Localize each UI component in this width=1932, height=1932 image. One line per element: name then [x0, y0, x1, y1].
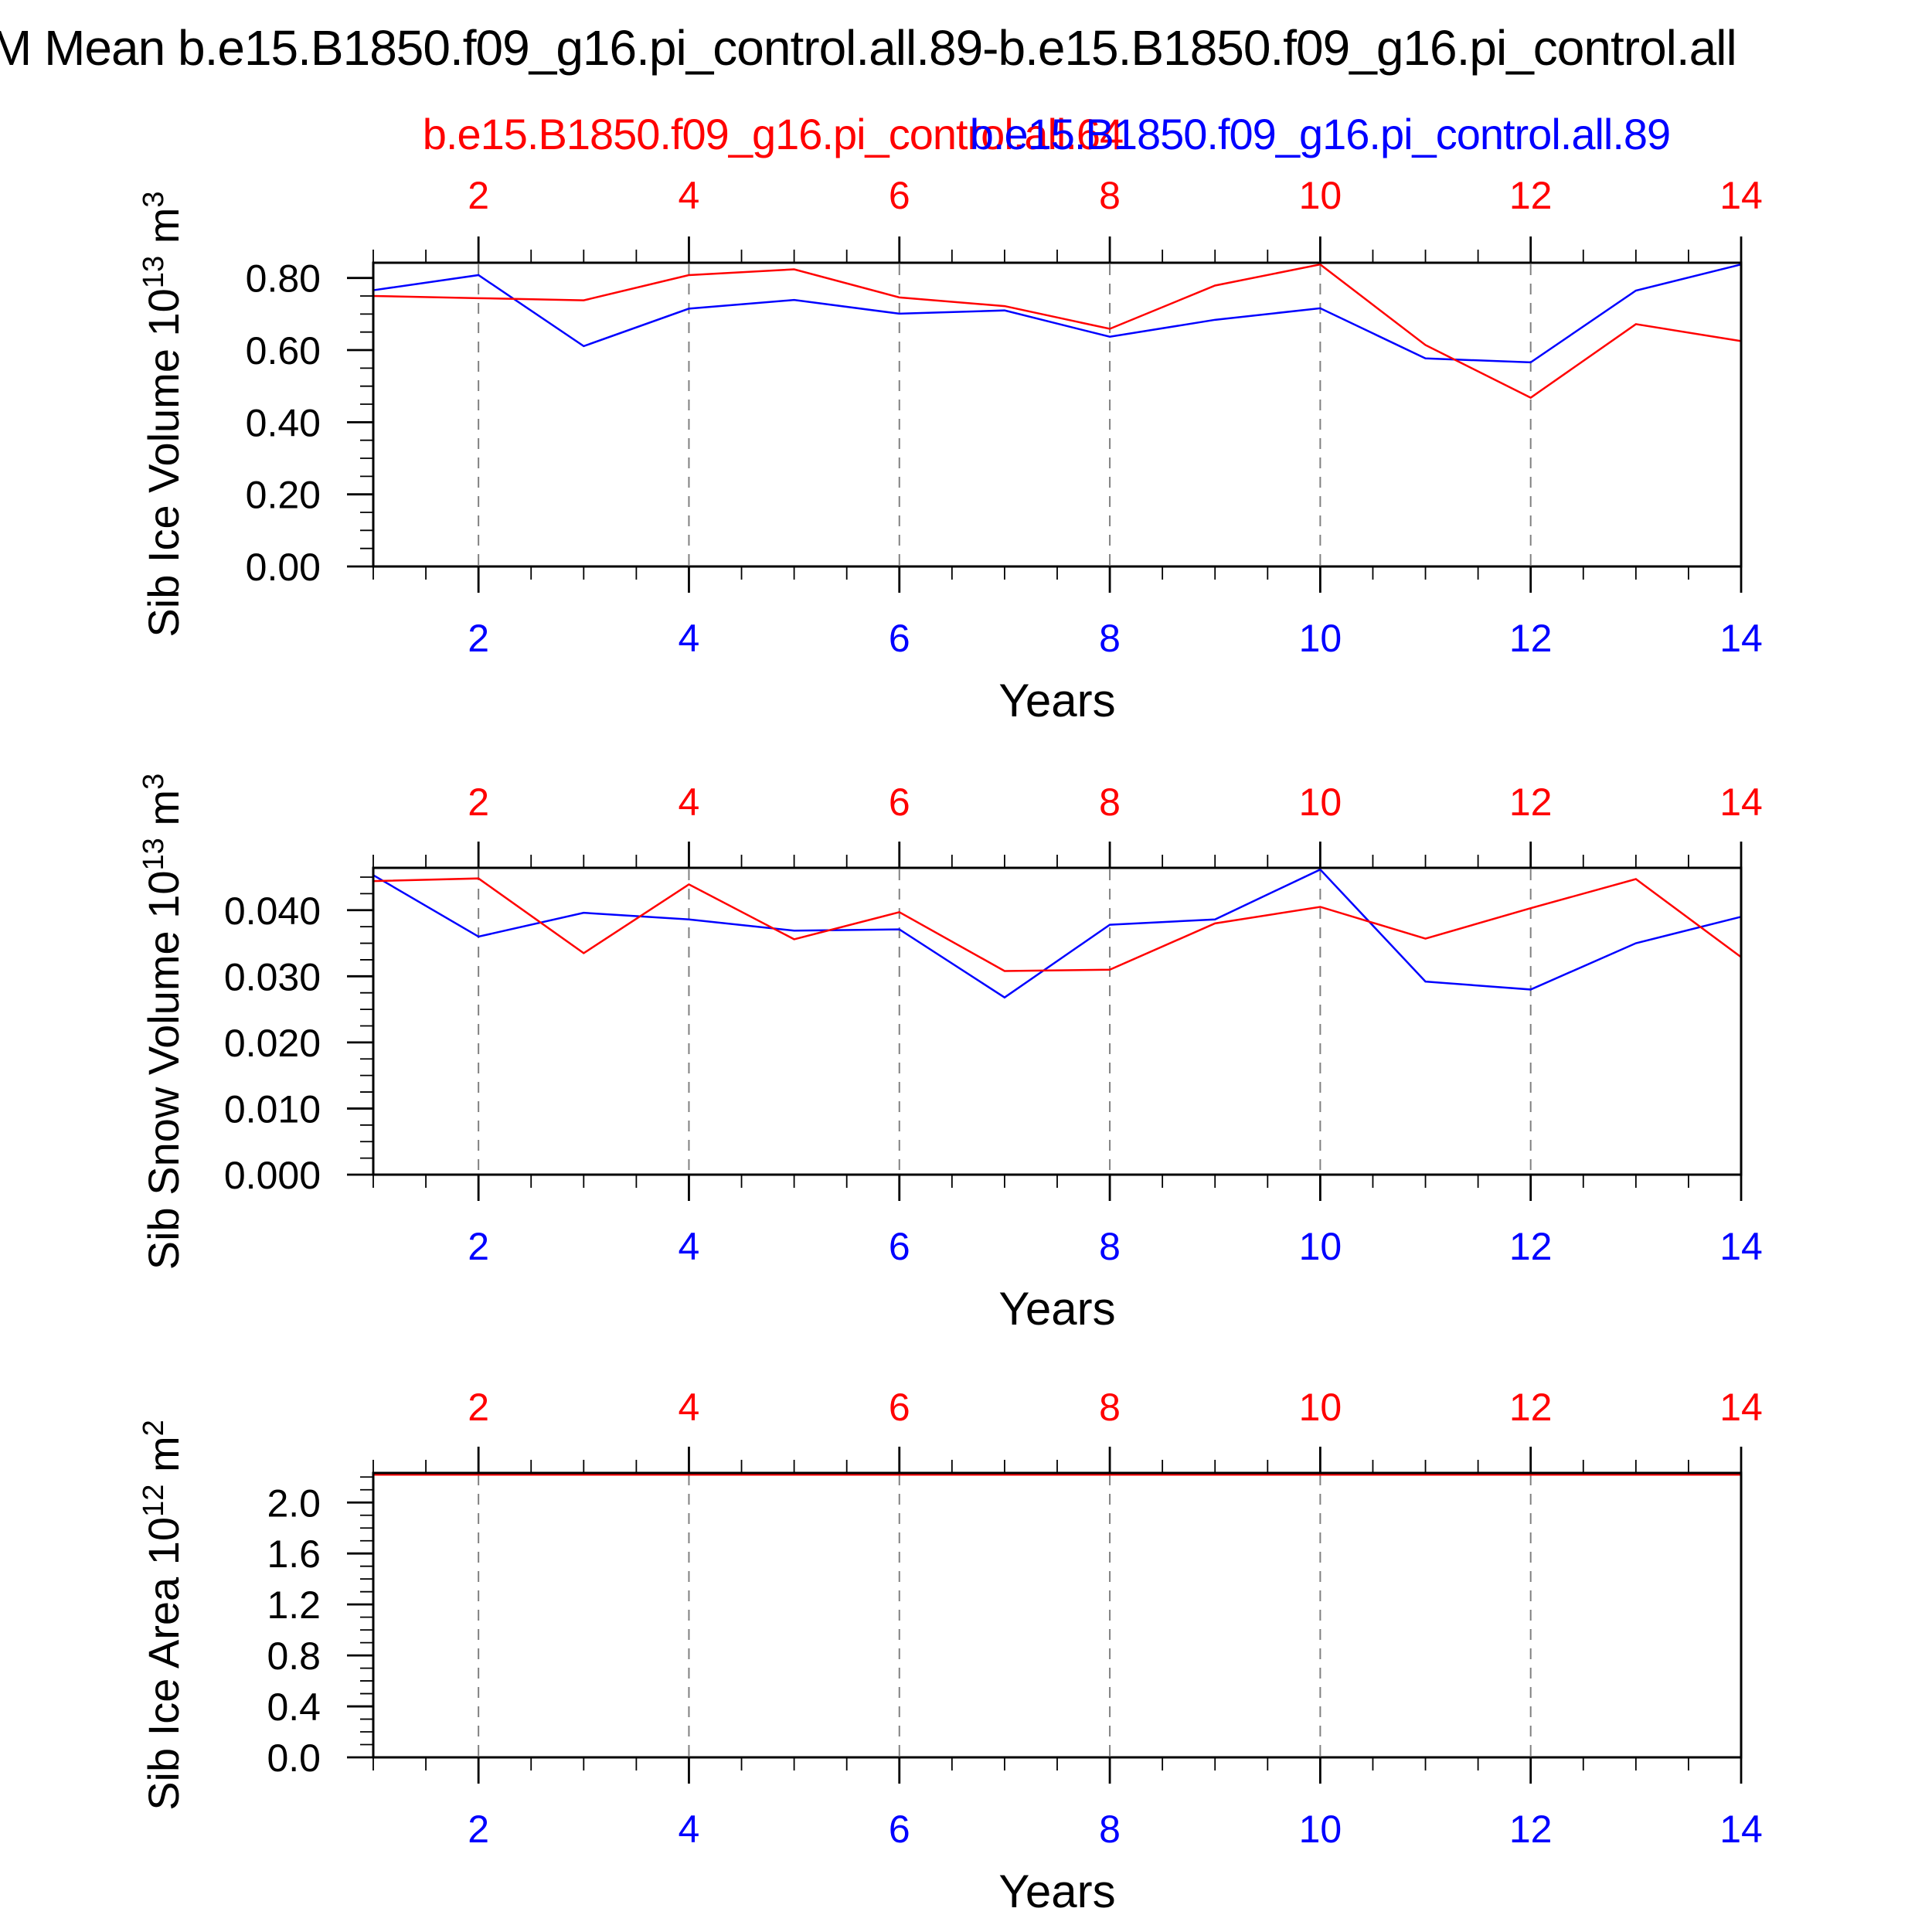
xlabel-years-bottom-panel: Years [998, 1866, 1116, 1917]
x-axis-number-bottom-8: 8 [1099, 1808, 1121, 1851]
x-axis-number-top-2: 2 [468, 781, 489, 824]
x-axis-number-bottom-4: 4 [679, 617, 700, 660]
series-line-blue [372, 263, 1742, 364]
ylabel-text: Sib Ice Volume 10 [138, 288, 188, 638]
x-axis-number-top-10: 10 [1299, 1386, 1342, 1429]
ylabel-text: m [138, 789, 188, 838]
ylabel-exponent: 13 [138, 255, 171, 289]
series-line-red [372, 263, 1742, 400]
x-axis-number-bottom-14: 14 [1719, 617, 1763, 660]
x-axis-number-bottom-10: 10 [1299, 617, 1342, 660]
x-axis-number-top-8: 8 [1099, 174, 1121, 217]
x-axis-number-top-2: 2 [468, 174, 489, 217]
x-axis-number-top-14: 14 [1719, 781, 1763, 824]
figure-title: M Mean b.e15.B1850.f09_g16.pi_control.al… [0, 20, 1737, 76]
x-axis-number-bottom-6: 6 [889, 1808, 910, 1851]
y-tick-label-0.8: 0.8 [267, 1634, 321, 1678]
x-axis-number-bottom-14: 14 [1719, 1808, 1763, 1851]
x-axis-number-top-12: 12 [1509, 1386, 1553, 1429]
ylabel-text: Sib Snow Volume 10 [138, 870, 188, 1270]
x-axis-number-top-6: 6 [889, 174, 910, 217]
ylabel-text: Sib Ice Area 10 [138, 1516, 188, 1811]
y-tick-label-0.00: 0.00 [246, 546, 321, 589]
x-axis-number-bottom-12: 12 [1509, 617, 1553, 660]
x-axis-number-bottom-2: 2 [468, 617, 489, 660]
plot-frame [372, 261, 1743, 568]
ylabel-sib-ice-volume: Sib Ice Volume 1013 m3 [138, 191, 188, 638]
y-tick-label-0.030: 0.030 [224, 955, 321, 998]
x-axis-number-top-10: 10 [1299, 174, 1342, 217]
legend-label-case1: b.e15.B1850.f09_g16.pi_control.all.64 [422, 110, 1124, 158]
ylabel-exponent: 3 [138, 773, 171, 790]
xlabel-years-middle-panel: Years [998, 1283, 1116, 1335]
ylabel-sib-snow-volume: Sib Snow Volume 1013 m3 [138, 773, 188, 1270]
x-axis-number-top-14: 14 [1719, 174, 1763, 217]
series-line-blue [372, 868, 1742, 999]
x-axis-number-bottom-4: 4 [679, 1808, 700, 1851]
x-axis-number-top-8: 8 [1099, 1386, 1121, 1429]
x-axis-number-top-4: 4 [679, 781, 700, 824]
x-axis-number-top-8: 8 [1099, 781, 1121, 824]
y-tick-label-1.6: 1.6 [267, 1532, 321, 1576]
ylabel-text: m [138, 1436, 188, 1485]
y-tick-label-0.010: 0.010 [224, 1087, 321, 1131]
x-axis-number-bottom-8: 8 [1099, 617, 1121, 660]
x-axis-number-top-6: 6 [889, 1386, 910, 1429]
x-axis-number-top-2: 2 [468, 1386, 489, 1429]
x-axis-number-bottom-2: 2 [468, 1225, 489, 1268]
x-axis-number-top-4: 4 [679, 174, 700, 217]
x-axis-number-bottom-6: 6 [889, 1225, 910, 1268]
x-axis-number-bottom-12: 12 [1509, 1225, 1553, 1268]
ylabel-sib-ice-area: Sib Ice Area 1012 m2 [138, 1420, 188, 1811]
y-tick-label-0.80: 0.80 [246, 257, 321, 301]
series-line-red [372, 877, 1742, 972]
x-axis-number-bottom-10: 10 [1299, 1808, 1342, 1851]
ylabel-exponent: 3 [138, 191, 171, 208]
x-axis-number-bottom-12: 12 [1509, 1808, 1553, 1851]
panel-bottom: 2 2 4 4 6 6 8 8 10 10 12 12 14 14 0.0 0.4 0.8 1.2 1.6 2.0 [267, 1386, 1762, 1851]
x-axis-number-top-14: 14 [1719, 1386, 1763, 1429]
y-tick-label-0.020: 0.020 [224, 1022, 321, 1065]
y-tick-label-0.20: 0.20 [246, 474, 321, 517]
x-axis-number-top-10: 10 [1299, 781, 1342, 824]
x-axis-number-bottom-14: 14 [1719, 1225, 1763, 1268]
x-axis-number-bottom-2: 2 [468, 1808, 489, 1851]
panel-top: 2 2 4 4 6 6 8 8 10 10 12 12 14 14 0.00 0.20 0.40 0.60 0.80 [246, 174, 1763, 660]
y-tick-label-1.2: 1.2 [267, 1583, 321, 1627]
ylabel-exponent: 2 [138, 1420, 171, 1437]
panel-middle: 2 2 4 4 6 6 8 8 10 10 12 12 14 14 0.000 0.010 0.020 0.030… [224, 781, 1763, 1268]
x-axis-number-top-12: 12 [1509, 174, 1553, 217]
y-tick-label-0.040: 0.040 [224, 889, 321, 933]
ylabel-exponent: 13 [138, 838, 171, 871]
plot-frame [372, 1471, 1743, 1759]
x-axis-number-top-4: 4 [679, 1386, 700, 1429]
y-tick-label-0.0: 0.0 [267, 1736, 321, 1780]
y-tick-label-0.60: 0.60 [246, 329, 321, 372]
y-tick-label-0.40: 0.40 [246, 401, 321, 444]
ylabel-exponent: 12 [138, 1484, 171, 1517]
y-tick-label-0.000: 0.000 [224, 1154, 321, 1197]
x-axis-number-top-12: 12 [1509, 781, 1553, 824]
legend-label-case2: b.e15.B1850.f09_g16.pi_control.all.89 [969, 110, 1671, 158]
x-axis-number-bottom-6: 6 [889, 617, 910, 660]
ylabel-text: m [138, 207, 188, 256]
xlabel-years-top-panel: Years [998, 675, 1116, 726]
x-axis-number-bottom-4: 4 [679, 1225, 700, 1268]
y-tick-label-0.4: 0.4 [267, 1685, 321, 1729]
x-axis-number-bottom-10: 10 [1299, 1225, 1342, 1268]
y-tick-label-2.0: 2.0 [267, 1481, 321, 1525]
x-axis-number-bottom-8: 8 [1099, 1225, 1121, 1268]
x-axis-number-top-6: 6 [889, 781, 910, 824]
